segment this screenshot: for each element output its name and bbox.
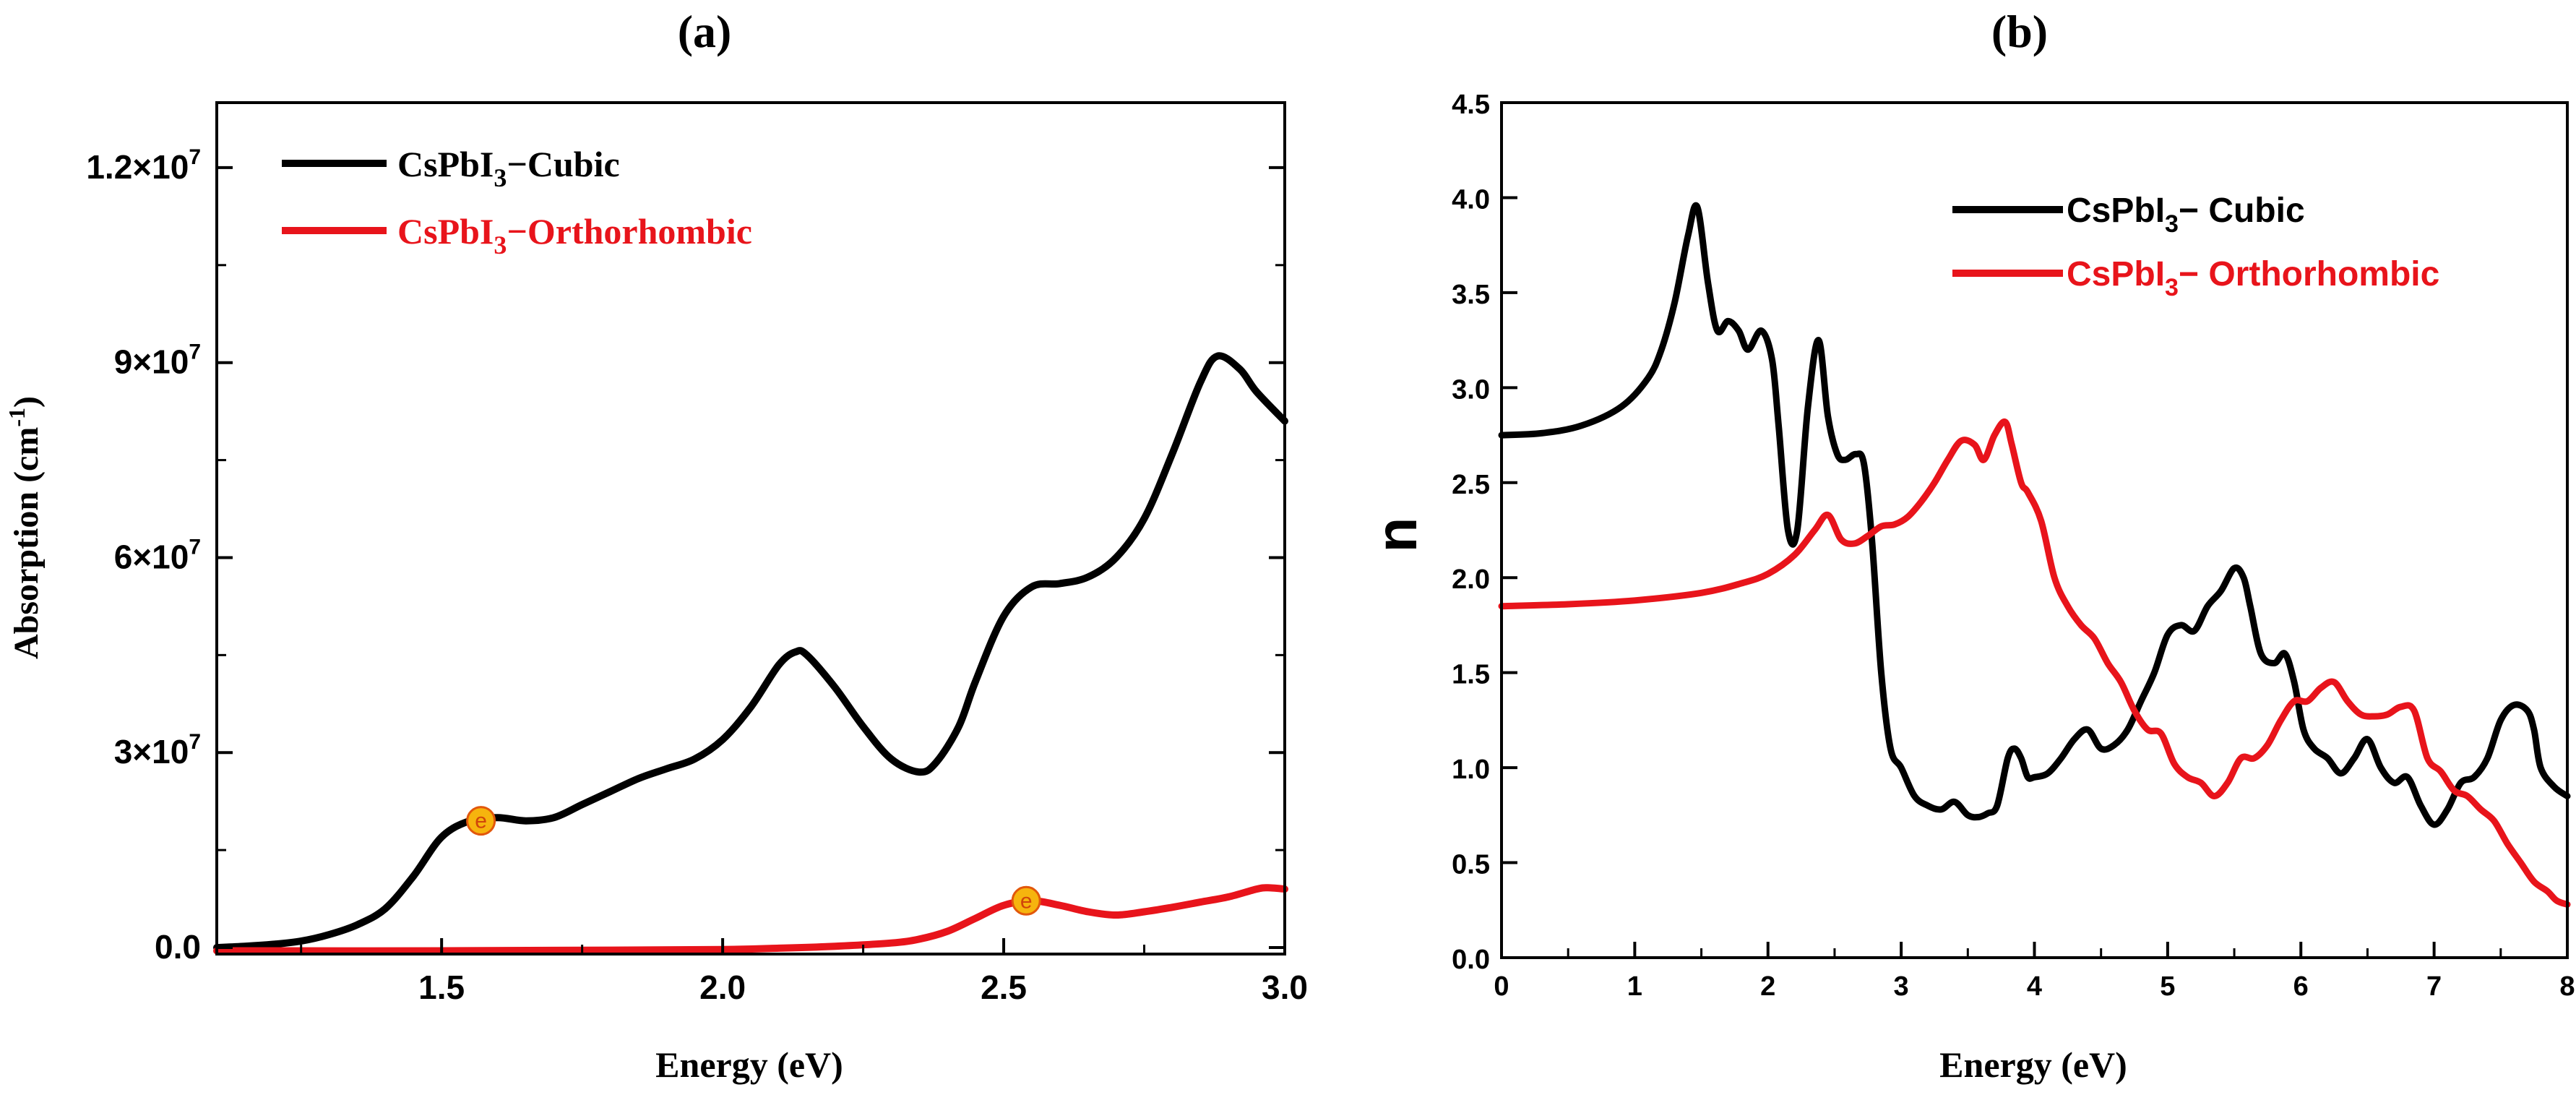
panel-b-xtick-label-6: 6 (2293, 971, 2309, 1002)
panel-b-xtick-label-3: 3 (1894, 971, 1909, 1002)
panel-a-xtick-label-2: 2.5 (981, 969, 1027, 1006)
panel-b-ytick-label-8: 4.0 (1452, 184, 1490, 215)
panel-a-series-layer (213, 352, 1288, 955)
panel-a-ytick-label-0: 0.0 (155, 928, 201, 966)
panel-b-ticks-layer: 0 1 2 3 4 5 6 7 8 0.0 0.5 1.0 1.5 2.0 2.5 3.0 3.5 4.0 4.5 (1452, 90, 2575, 1002)
panel-a-ytick-label-4: 1.2×107 (86, 145, 201, 186)
panel-a-ytick-label-3: 9×107 (114, 340, 201, 381)
legend-b-cubic-label: CsPbI3− Cubic (2067, 192, 2305, 238)
panel-a-title: (a) (678, 6, 732, 57)
panel-b-xtick-label-7: 7 (2426, 971, 2442, 1002)
panel-b-xtick-label-4: 4 (2027, 971, 2042, 1002)
panel-a: (a) ee 1.5 2.0 2.5 3.00.03×1076×1079×1071.2… (4, 6, 1308, 1085)
panel-b-series-1-line (1498, 418, 2571, 908)
legend-b-ortho-label: CsPbI3− Orthorhombic (2067, 255, 2439, 301)
panel-b-ytick-label-4: 2.0 (1452, 564, 1490, 595)
panel-b-x-axis-title: Energy (eV) (1939, 1044, 2127, 1085)
panel-a-xtick-label-3: 3.0 (1262, 969, 1308, 1006)
panel-a-ytick-label-1: 3×107 (114, 730, 201, 770)
panel-b-xtick-label-0: 0 (1494, 971, 1509, 1002)
panel-b-ytick-label-0: 0.0 (1452, 945, 1490, 975)
panel-a-marker-0-circle (466, 806, 496, 836)
panel-a-marker-1: e (1011, 885, 1041, 916)
panel-b-y-axis-title: n (1364, 518, 1429, 553)
panel-a-xtick-label-0: 1.5 (418, 969, 465, 1006)
panel-b-ytick-label-9: 4.5 (1452, 90, 1490, 120)
panel-b-xtick-label-8: 8 (2559, 971, 2575, 1002)
panel-a-marker-1-label: e (1020, 889, 1033, 913)
panel-b-ytick-label-5: 2.5 (1452, 470, 1490, 500)
panel-b-title: (b) (1991, 6, 2048, 57)
panel-a-xtick-label-1: 2.0 (699, 969, 746, 1006)
panel-a-legend: CsPbI3−Cubic CsPbI3−Orthorhombic (282, 144, 752, 259)
panel-b-ytick-label-6: 3.0 (1452, 374, 1490, 405)
panel-b-ytick-label-1: 0.5 (1452, 850, 1490, 880)
panel-b-ytick-label-2: 1.0 (1452, 755, 1490, 785)
panel-b-xtick-label-5: 5 (2160, 971, 2175, 1002)
panel-a-marker-0: e (466, 806, 496, 836)
panel-b-ytick-label-7: 3.5 (1452, 280, 1490, 310)
panel-b-plot-frame (1500, 101, 2569, 959)
panel-a-series-0-line (213, 352, 1288, 951)
panel-a-plot-frame (215, 101, 1286, 955)
legend-a-ortho-label: CsPbI3−Orthorhombic (397, 211, 752, 259)
panel-a-marker-0-label: e (475, 809, 487, 833)
panel-a-markers-layer: ee (466, 806, 1041, 916)
panel-b-xtick-label-1: 1 (1627, 971, 1642, 1002)
panel-a-series-1-line (213, 884, 1288, 955)
legend-a-cubic-label: CsPbI3−Cubic (397, 144, 620, 192)
panel-a-ytick-label-2: 6×107 (114, 535, 201, 575)
panel-b-series-0-line (1498, 202, 2571, 828)
panel-b-xtick-label-2: 2 (1760, 971, 1775, 1002)
panel-a-y-axis-title: Absorption (cm-1) (4, 396, 46, 659)
panel-b-series-layer (1498, 202, 2571, 908)
panel-b: (b) 0 1 2 3 4 5 6 7 8 0.0 0.5 1.0 1.5 2.0 2.5 3.0 3.5 4.0… (1364, 6, 2575, 1085)
panel-a-y-axis-title-close: ) (7, 396, 46, 408)
panel-a-marker-1-circle (1011, 885, 1041, 916)
panel-b-legend: CsPbI3− Cubic CsPbI3− Orthorhombic (1952, 192, 2439, 301)
panel-a-ticks-layer: 1.5 2.0 2.5 3.0 0.0 3×107 6×107 9×107 1.2×107 (86, 145, 1308, 1006)
panel-a-y-axis-title-sup: -1 (4, 408, 30, 427)
panel-a-x-axis-title: Energy (eV) (655, 1044, 843, 1085)
panel-a-y-axis-title-main: Absorption (cm (7, 427, 46, 659)
panel-b-ytick-label-3: 1.5 (1452, 660, 1490, 690)
